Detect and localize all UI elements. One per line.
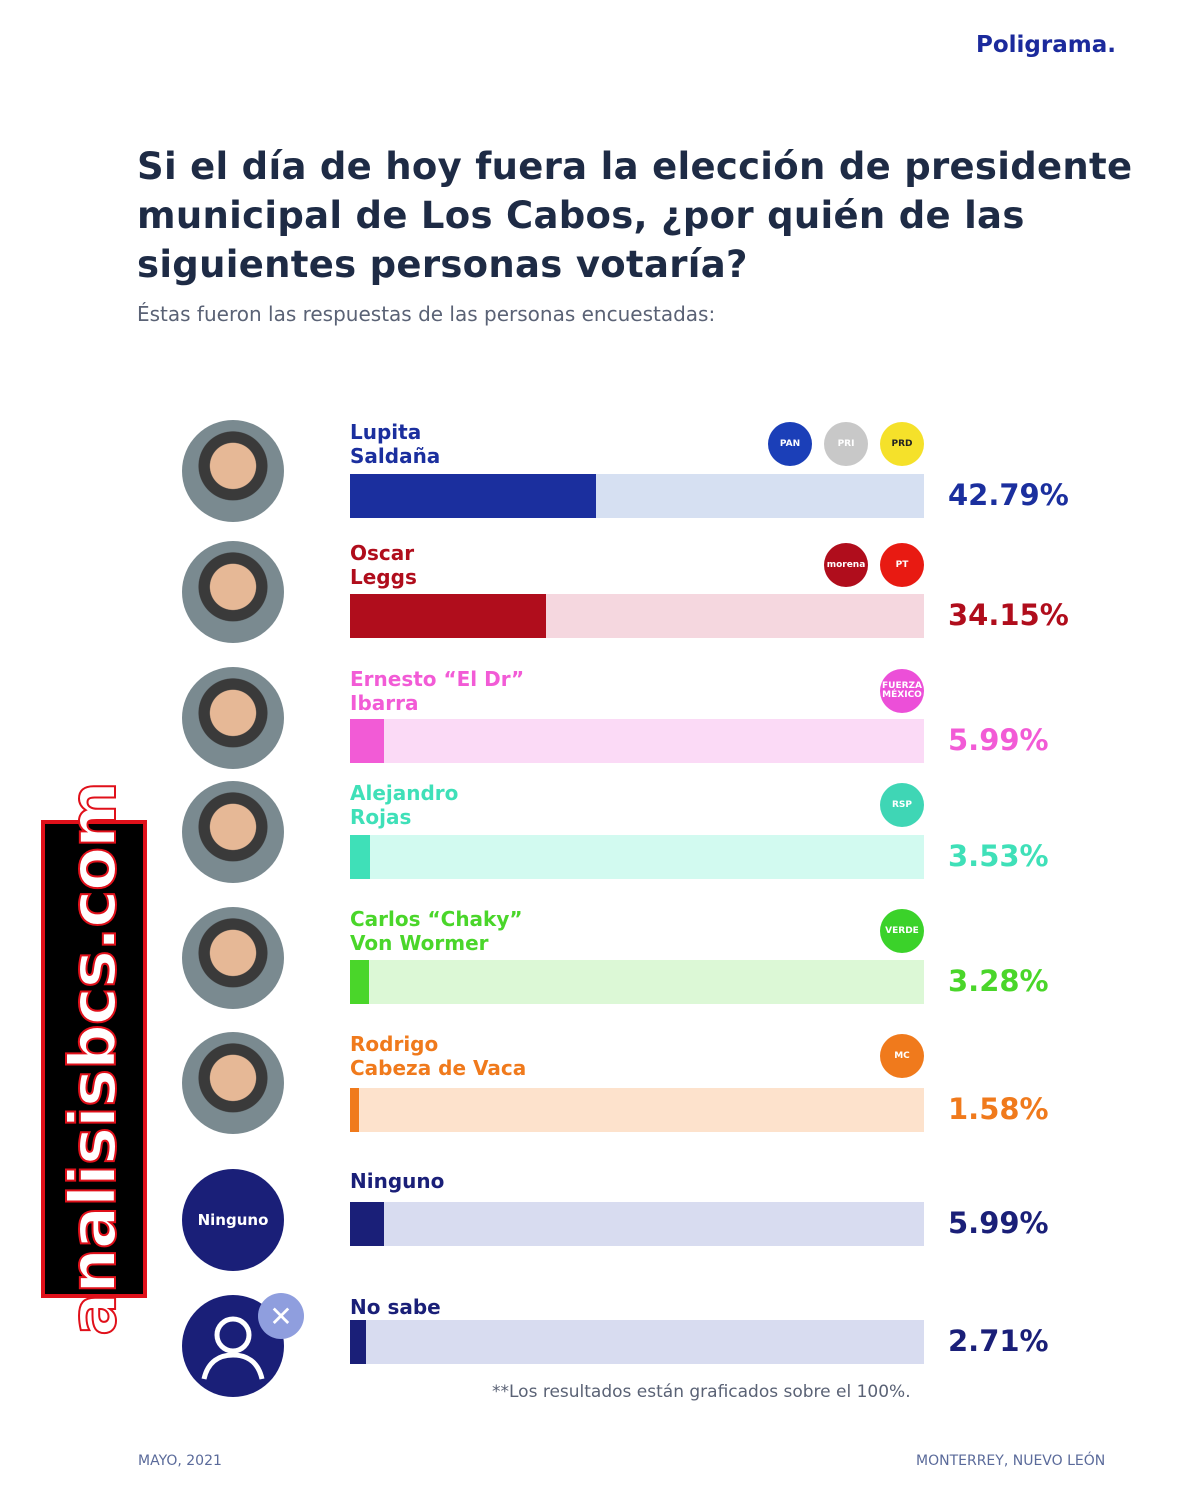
footer-date: MAYO, 2021	[138, 1453, 222, 1469]
bar-value-label: 5.99%	[948, 1206, 1049, 1240]
candidate-name: Ernesto “El Dr” Ibarra	[350, 667, 525, 715]
bar-value-label: 34.15%	[948, 598, 1069, 632]
candidate-name: Oscar Leggs	[350, 541, 417, 589]
party-logo-icon: MC	[880, 1034, 924, 1078]
party-logo-icon: RSP	[880, 783, 924, 827]
party-logo-text: PRI	[837, 438, 855, 449]
party-logo-text: RSP	[891, 799, 912, 810]
party-logo-text: VERDE	[885, 925, 919, 936]
candidate-name: Ninguno	[350, 1169, 445, 1193]
party-logos: VERDE	[880, 909, 924, 953]
chart-subtitle: Éstas fueron las respuestas de las perso…	[137, 302, 716, 326]
bar-track	[350, 1320, 924, 1364]
bar-track	[350, 835, 924, 879]
bar-value-label: 5.99%	[948, 723, 1049, 757]
bar-track	[350, 719, 924, 763]
bar-fill	[350, 960, 369, 1004]
party-logo-text: PAN	[779, 438, 801, 449]
bar-row: Ninguno Ninguno 5.99%	[0, 1169, 1179, 1299]
party-logos: MC	[880, 1034, 924, 1078]
party-logos: morena PT	[824, 543, 924, 587]
candidate-photo	[182, 667, 284, 769]
chart-title: Si el día de hoy fuera la elección de pr…	[137, 145, 1133, 286]
bar-fill	[350, 474, 596, 518]
bar-row: Rodrigo Cabeza de Vaca MC 1.58%	[0, 1032, 1179, 1162]
bar-fill	[350, 1202, 385, 1246]
bar-track	[350, 474, 924, 518]
party-logo-icon: morena	[824, 543, 868, 587]
avatar-text: Ninguno	[197, 1211, 269, 1229]
user-unknown-icon: ✕	[182, 1293, 304, 1397]
bar-fill	[350, 835, 371, 879]
bar-row: Carlos “Chaky” Von Wormer VERDE 3.28%	[0, 907, 1179, 1037]
bar-row: Lupita Saldaña PAN PRI PRD 42.79%	[0, 420, 1179, 550]
party-logo-icon: FUERZA MÉXICO	[880, 669, 924, 713]
party-logo-icon: PAN	[768, 422, 812, 466]
party-logo-text: PT	[895, 559, 909, 570]
bar-track	[350, 594, 924, 638]
bar-row: Ernesto “El Dr” Ibarra FUERZA MÉXICO 5.99%	[0, 667, 1179, 797]
candidate-name: Rodrigo Cabeza de Vaca	[350, 1032, 527, 1080]
watermark-text: analisisbcs.com	[56, 781, 132, 1337]
candidate-name: Lupita Saldaña	[350, 420, 441, 468]
candidate-photo	[182, 420, 284, 522]
x-badge-icon: ✕	[258, 1293, 304, 1339]
candidate-photo	[182, 541, 284, 643]
party-logo-icon: PRI	[824, 422, 868, 466]
candidate-photo	[182, 1032, 284, 1134]
party-logo-icon: VERDE	[880, 909, 924, 953]
bar-value-label: 2.71%	[948, 1324, 1049, 1358]
chart-note: **Los resultados están graficados sobre …	[492, 1382, 911, 1402]
brand-logo: Poligrama.	[976, 32, 1116, 58]
candidate-name: No sabe	[350, 1295, 441, 1319]
bar-row: ✕ No sabe 2.71%	[0, 1293, 1179, 1425]
bar-value-label: 3.28%	[948, 964, 1049, 998]
party-logo-text: FUERZA MÉXICO	[881, 681, 923, 700]
party-logo-text: morena	[826, 559, 866, 570]
candidate-name: Alejandro Rojas	[350, 781, 459, 829]
candidate-photo	[182, 781, 284, 883]
bar-value-label: 3.53%	[948, 839, 1049, 873]
bar-track	[350, 1202, 924, 1246]
party-logos: FUERZA MÉXICO	[880, 669, 924, 713]
party-logos: RSP	[880, 783, 924, 827]
party-logo-icon: PT	[880, 543, 924, 587]
bar-track	[350, 960, 924, 1004]
bar-fill	[350, 719, 385, 763]
party-logo-text: MC	[894, 1050, 910, 1061]
bar-track	[350, 1088, 924, 1132]
footer-location: MONTERREY, NUEVO LEÓN	[916, 1453, 1106, 1469]
candidate-photo	[182, 907, 284, 1009]
avatar-ninguno: Ninguno	[182, 1169, 284, 1271]
party-logos: PAN PRI PRD	[768, 422, 924, 466]
bar-fill	[350, 594, 547, 638]
watermark: analisisbcs.com	[41, 781, 147, 1337]
party-logo-text: PRD	[891, 438, 913, 449]
party-logo-icon: PRD	[880, 422, 924, 466]
bar-row: Oscar Leggs morena PT 34.15%	[0, 541, 1179, 671]
bar-fill	[350, 1088, 360, 1132]
bar-row: Alejandro Rojas RSP 3.53%	[0, 781, 1179, 911]
candidate-name: Carlos “Chaky” Von Wormer	[350, 907, 523, 955]
bar-fill	[350, 1320, 366, 1364]
bar-value-label: 1.58%	[948, 1092, 1049, 1126]
bar-value-label: 42.79%	[948, 478, 1069, 512]
